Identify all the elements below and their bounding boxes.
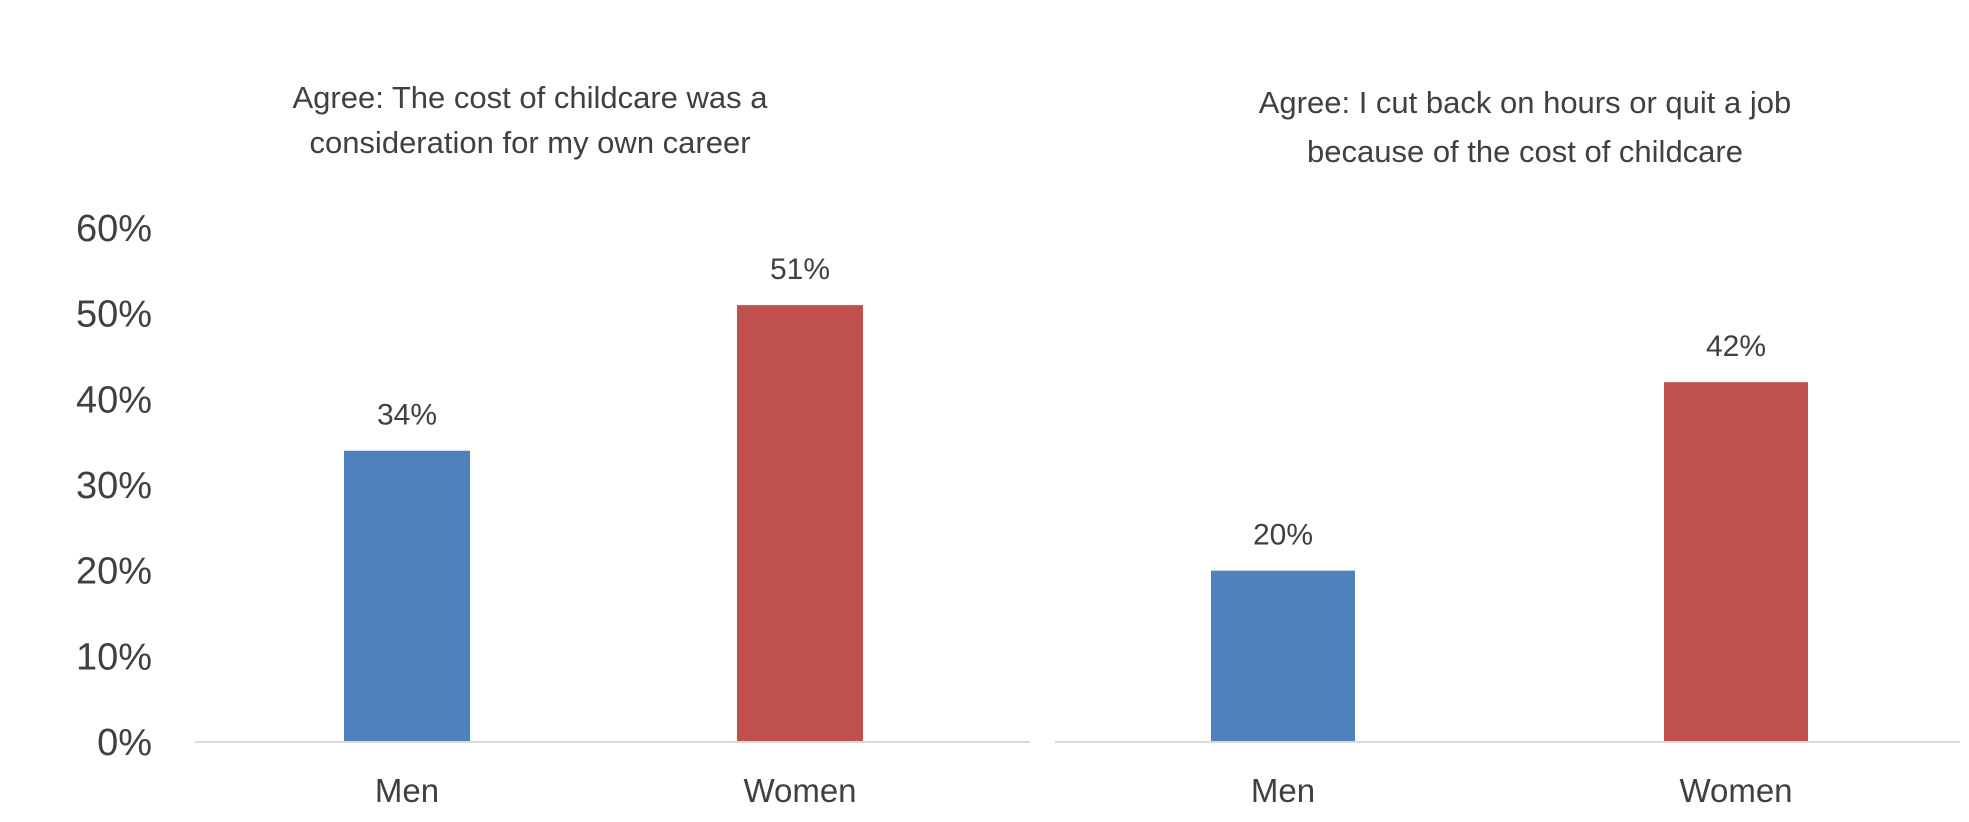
bar-women (737, 305, 863, 742)
y-tick-label: 60% (76, 208, 152, 250)
data-label-women: 42% (1706, 330, 1766, 363)
bar-women (1664, 382, 1808, 742)
chart-title-line-2: consideration for my own career (309, 125, 750, 160)
data-label-men: 20% (1253, 519, 1313, 552)
chart-cut-back-hours: Agree: I cut back on hours or quit a job… (1055, 85, 1960, 809)
bar-men (1211, 570, 1355, 742)
data-label-men: 34% (377, 399, 437, 432)
y-tick-label: 30% (76, 465, 152, 507)
y-tick-label: 50% (76, 294, 152, 336)
y-tick-label: 20% (76, 551, 152, 593)
chart-career-consideration: Agree: The cost of childcare was a consid… (76, 80, 1030, 809)
y-tick-label: 40% (76, 379, 152, 421)
y-tick-label: 10% (76, 636, 152, 678)
chart-title-line-2: because of the cost of childcare (1307, 134, 1743, 169)
bar-men (344, 450, 470, 742)
chart-title-line-1: Agree: The cost of childcare was a (292, 80, 768, 115)
y-tick-label: 0% (97, 722, 152, 764)
category-label-men: Men (1251, 772, 1315, 809)
category-label-women: Women (1679, 772, 1792, 809)
category-label-women: Women (743, 772, 856, 809)
data-label-women: 51% (770, 253, 830, 286)
category-label-men: Men (375, 772, 439, 809)
chart-title-line-1: Agree: I cut back on hours or quit a job (1259, 85, 1791, 120)
